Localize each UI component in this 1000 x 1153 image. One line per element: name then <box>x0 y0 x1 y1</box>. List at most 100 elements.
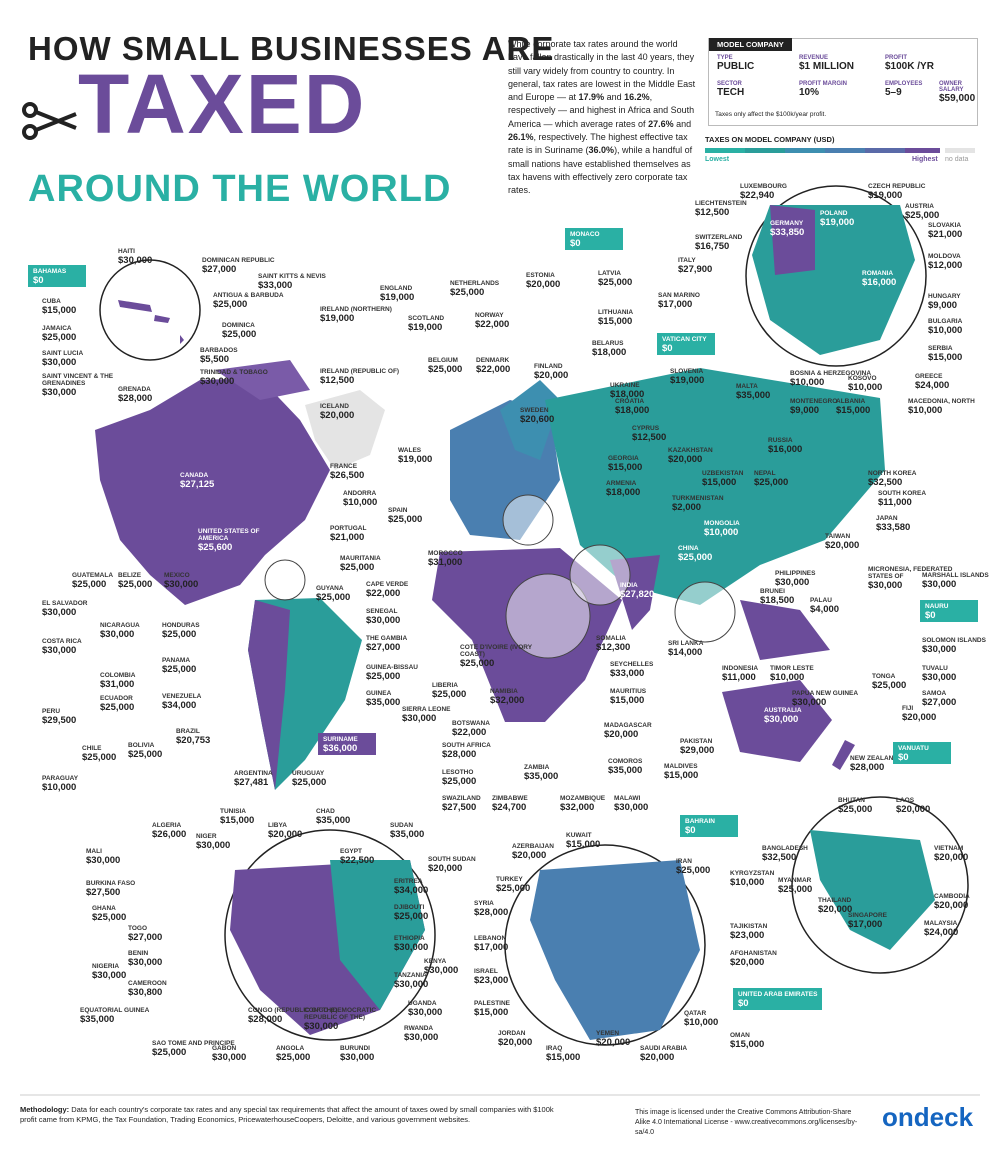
country-name: SAN MARINO <box>658 292 700 299</box>
country-name: NORTH KOREA <box>868 470 917 477</box>
country-name: TURKEY <box>496 876 523 883</box>
country-label: ETHIOPIA $30,000 <box>394 935 428 953</box>
country-name: CHINA <box>678 545 699 552</box>
country-tax: $12,300 <box>596 642 631 653</box>
country-name: GUATEMALA <box>72 572 114 579</box>
country-tax: $33,000 <box>610 668 645 679</box>
country-tax: $18,500 <box>760 595 795 606</box>
intro-segment: 17.9% <box>578 92 605 103</box>
country-name: HUNGARY <box>928 293 961 300</box>
country-label: TURKMENISTAN $2,000 <box>672 495 724 513</box>
country-tax: $30,000 <box>394 979 429 990</box>
country-tax: $25,000 <box>100 702 135 713</box>
country-tax: $32,000 <box>490 695 525 706</box>
country-label: ROMANIA $16,000 <box>862 270 896 288</box>
country-name: GRENADA <box>118 386 151 393</box>
country-name: NIGERIA <box>92 963 120 970</box>
country-name: TUVALU <box>922 665 948 672</box>
country-name: IRELAND (REPUBLIC OF) <box>320 368 400 375</box>
country-label: TUVALU $30,000 <box>922 665 956 683</box>
intro-segment: and <box>673 118 692 129</box>
country-tax: $15,000 <box>610 695 645 706</box>
field-label: EMPLOYEES <box>885 81 923 87</box>
model-note: Taxes only affect the $100k/year profit. <box>715 111 827 118</box>
country-label: LIECHTENSTEIN $12,500 <box>695 200 747 218</box>
country-tax: $15,000 <box>566 839 601 850</box>
country-tax: $30,000 <box>424 965 459 976</box>
methodology-text: Data for each country's corporate tax ra… <box>20 1105 554 1124</box>
country-tax: $23,000 <box>474 975 509 986</box>
country-tax: $30,000 <box>42 387 77 398</box>
zero-tax-box: NAURU $0 <box>920 600 978 622</box>
country-name: MAURITIUS <box>610 688 647 695</box>
mideast-inset-land <box>530 860 700 1040</box>
country-tax: $10,000 <box>848 382 883 393</box>
country-label: BOTSWANA $22,000 <box>452 720 490 738</box>
country-tax: $20,000 <box>818 904 853 915</box>
country-tax: $20,000 <box>320 410 355 421</box>
country-tax: $20,000 <box>428 863 463 874</box>
country-label: MICRONESIA, FEDERATED STATES OF $30,000 <box>868 566 958 591</box>
zero-tax-box: VATICAN CITY $0 <box>657 333 715 355</box>
country-tax: $19,000 <box>408 322 443 333</box>
country-tax: $16,000 <box>862 277 897 288</box>
country-name: ITALY <box>678 257 696 264</box>
country-tax: $34,000 <box>162 700 197 711</box>
country-label: JORDAN $20,000 <box>498 1030 532 1048</box>
country-tax: $22,000 <box>366 588 401 599</box>
country-name: LUXEMBOURG <box>740 183 787 190</box>
country-name: PAPUA NEW GUINEA <box>792 690 859 697</box>
country-label: BHUTAN $25,000 <box>838 797 872 815</box>
country-tax: $27,125 <box>180 479 215 490</box>
country-name: SOUTH AFRICA <box>442 742 491 749</box>
country-tax: $20,600 <box>520 414 555 425</box>
country-tax: $15,000 <box>42 305 77 316</box>
country-name: MALAYSIA <box>924 920 958 927</box>
country-label: LIBERIA $25,000 <box>432 682 466 700</box>
country-tax: $15,000 <box>928 352 963 363</box>
africa-inset-east <box>330 860 425 1010</box>
country-label: CANADA $27,125 <box>180 472 214 490</box>
country-name: TRINIDAD & TOBAGO <box>200 369 268 376</box>
country-tax: $12,500 <box>320 375 355 386</box>
country-label: NIGERIA $30,000 <box>92 963 126 981</box>
country-tax: $25,000 <box>292 777 327 788</box>
country-name: BANGLADESH <box>762 845 808 852</box>
zero-tax-box: BAHRAIN $0 <box>680 815 738 837</box>
country-name: SERBIA <box>928 345 953 352</box>
country-name: DOMINICAN REPUBLIC <box>202 257 275 264</box>
legend-high: Highest <box>912 156 938 163</box>
country-tax: $25,000 <box>778 884 813 895</box>
title-line: HOW SMALL BUSINESSES ARE <box>28 30 555 67</box>
country-name: CHILE <box>82 745 102 752</box>
country-label: TAJIKISTAN $23,000 <box>730 923 767 941</box>
country-label: CONGO (REPUBLIC OF THE) $28,000 <box>248 1007 338 1025</box>
country-name: ROMANIA <box>862 270 894 277</box>
model-field: PROFIT $100K /YR <box>885 55 934 72</box>
country-tax: $32,500 <box>868 477 903 488</box>
country-tax: $15,000 <box>664 770 699 781</box>
intro-segment: 27.6% <box>648 118 674 129</box>
country-tax: $20,000 <box>668 454 703 465</box>
country-name: BURUNDI <box>340 1045 370 1052</box>
country-label: GREECE $24,000 <box>915 373 949 391</box>
country-tax: $16,000 <box>768 444 803 455</box>
country-label: WALES $19,000 <box>398 447 432 465</box>
country-label: TRINIDAD & TOBAGO $30,000 <box>200 369 268 387</box>
country-tax: $27,820 <box>620 589 655 600</box>
country-tax: $25,000 <box>754 477 789 488</box>
country-name: UNITED STATES OF AMERICA <box>198 528 260 542</box>
country-label: CAMEROON $30,800 <box>128 980 167 998</box>
field-label: PROFIT MARGIN <box>799 81 847 87</box>
country-name: IRELAND (NORTHERN) <box>320 306 392 313</box>
country-label: MONTENEGRO $9,000 <box>790 398 837 416</box>
country-tax: $10,000 <box>343 497 378 508</box>
country-label: CAPE VERDE $22,000 <box>366 581 408 599</box>
country-label: SOUTH SUDAN $20,000 <box>428 856 476 874</box>
country-label: TANZANIA $30,000 <box>394 972 428 990</box>
country-label: ERITREA $34,000 <box>394 878 428 896</box>
map-circles <box>264 494 736 659</box>
country-name: MOROCCO <box>428 550 463 557</box>
country-tax: $25,000 <box>905 210 940 221</box>
country-label: HONDURAS $25,000 <box>162 622 200 640</box>
